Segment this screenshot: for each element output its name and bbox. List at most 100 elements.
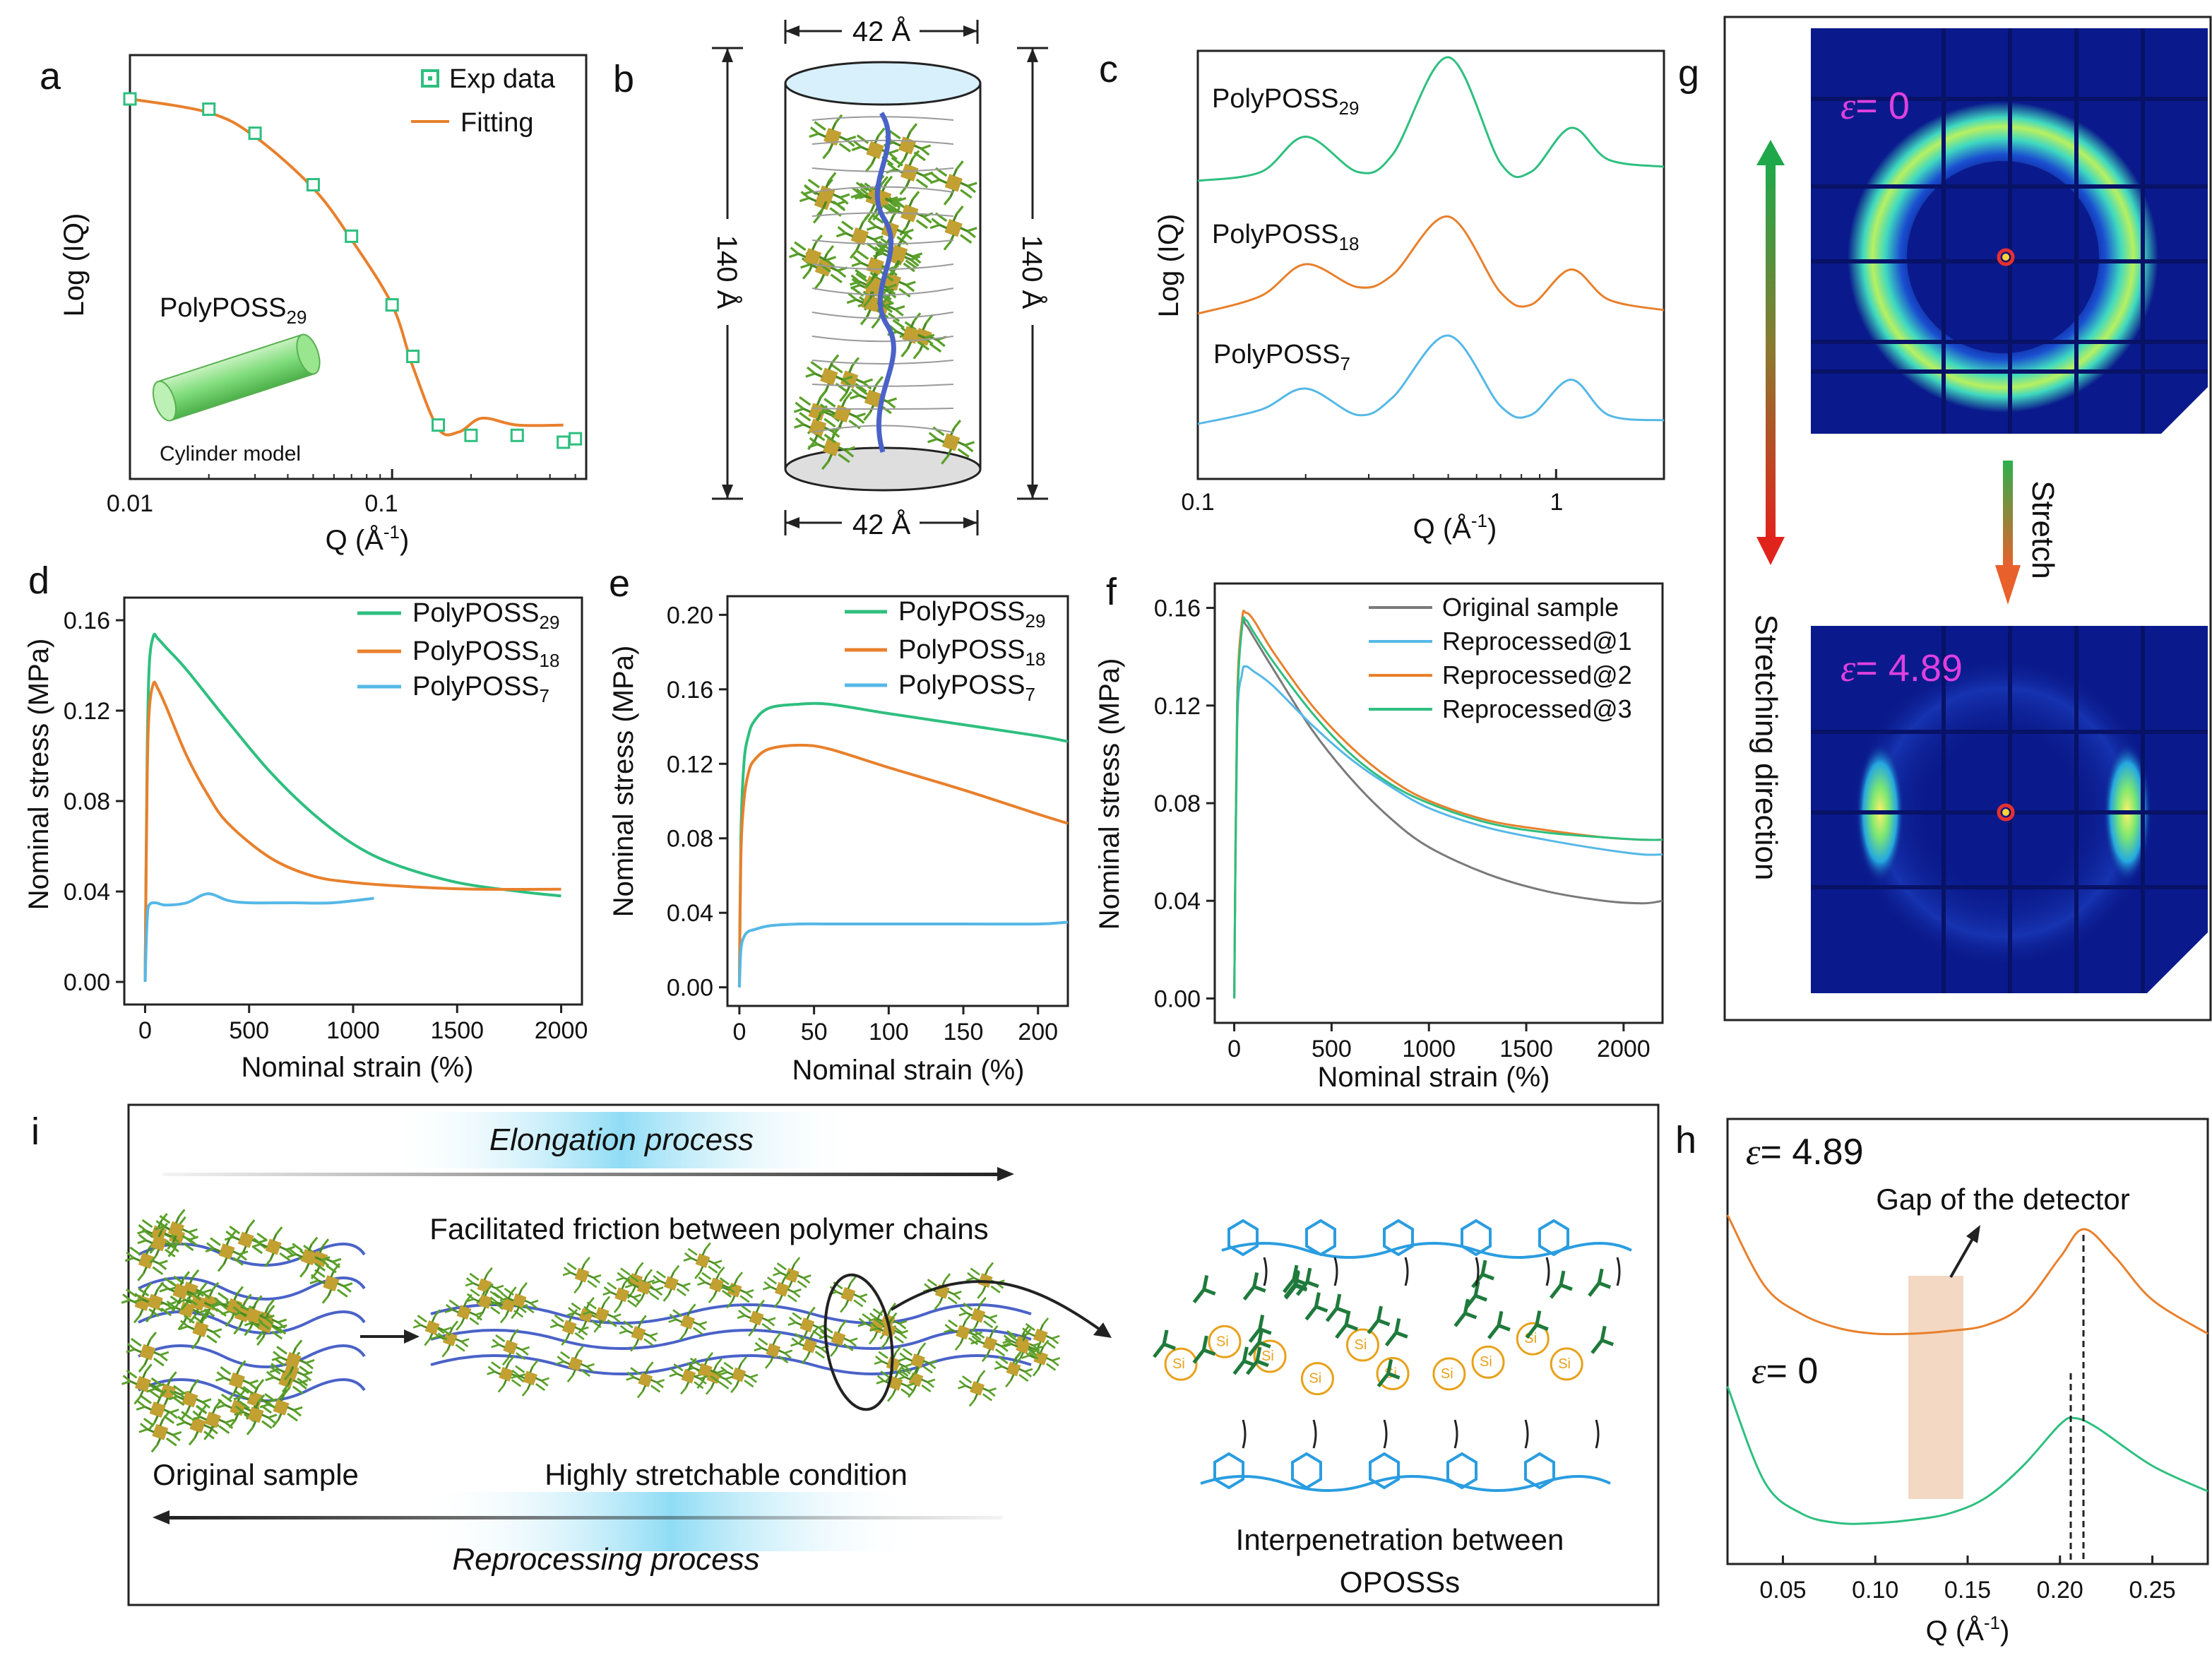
- x-tick-label: 500: [229, 1017, 269, 1044]
- thioether-linker: [1312, 1419, 1317, 1449]
- alkyl-branch: [1384, 1317, 1408, 1347]
- panel-letter-f: f: [1106, 571, 1117, 613]
- reprocessing-arrow: [170, 1516, 1003, 1519]
- alkyl-branch: [1487, 1310, 1511, 1339]
- alkyl-branch: [1590, 1325, 1615, 1354]
- y-tick-label: 0.20: [667, 602, 713, 629]
- detector-gap-box: [1908, 1276, 1963, 1499]
- plot-frame: [726, 595, 1069, 1007]
- alkyl-branch: [1464, 1281, 1488, 1310]
- poss-cube-icon: [555, 1345, 595, 1383]
- poss-cage: [1471, 1345, 1505, 1379]
- alkyl-branch: [1376, 1359, 1401, 1388]
- si-o-cage-label: Si: [1261, 1349, 1274, 1364]
- poss-cube-icon: [138, 1411, 183, 1453]
- x-tick-label: 1000: [1402, 1036, 1456, 1062]
- saxs-pattern-stretched: [1811, 626, 2208, 993]
- poss-cube-icon: [125, 1331, 170, 1373]
- epsilon-label-0: ε= 0: [1752, 1351, 1818, 1392]
- stress-curve: [1233, 616, 1663, 999]
- poss-cube-icon: [929, 160, 978, 206]
- panel-h: 0.05 0.10 0.15 0.20 0.25 ε= 4.89 ε= 0 Gap of…: [1726, 1118, 2209, 1647]
- side-chain: [811, 360, 954, 365]
- stress-curve: [143, 680, 561, 983]
- poss-cube-icon: [957, 1369, 997, 1407]
- panel-letter-i: i: [31, 1110, 40, 1153]
- si-o-cage-label: Si: [1354, 1337, 1367, 1353]
- si-o-cage-label: Si: [1216, 1334, 1229, 1349]
- poss-cube-icon: [828, 1275, 869, 1313]
- y-tick-label: 0.04: [1154, 888, 1201, 915]
- interpenetration-label-2: OPOSSs: [1340, 1565, 1460, 1599]
- side-chain: [811, 336, 954, 343]
- cylinder-model-image: [152, 333, 321, 422]
- exp-data-marker: [569, 432, 583, 446]
- x-axis-label: Q (Å-1): [1926, 1612, 2010, 1647]
- epsilon-label-489: ε= 4.89: [1841, 647, 1963, 689]
- legend-marker-exp-dot: [428, 76, 432, 81]
- side-chain: [811, 384, 954, 387]
- x-tick-label: 0.1: [364, 490, 398, 517]
- panel-a: 0.01 0.1 Q (Å-1) Log (IQ) Exp data Fitti…: [59, 54, 588, 556]
- panel-i-frame: [127, 1103, 1660, 1606]
- poss-cage: [1345, 1328, 1379, 1362]
- thioether-linker: [1453, 1419, 1458, 1449]
- y-tick-label: 0.00: [64, 969, 110, 996]
- panel-c: 0.1 1 Q (Å-1) Log (IQ) PolyPOSS29 PolyPO…: [1153, 49, 1665, 545]
- maleimide-ring-bottom: [1369, 1452, 1400, 1490]
- original-sample-label: Original sample: [153, 1458, 359, 1491]
- alkyl-branch: [1304, 1292, 1328, 1321]
- panel-letter-d: d: [28, 559, 49, 602]
- panel-letter-h: h: [1675, 1119, 1696, 1161]
- x-tick-label: 1500: [430, 1017, 484, 1044]
- stretch-label: Stretch: [2026, 480, 2060, 579]
- series-group: [143, 632, 561, 983]
- stress-curve: [737, 701, 1069, 988]
- series-group: [1233, 609, 1663, 999]
- y-tick-label: 0.08: [667, 826, 713, 853]
- series-group: [737, 701, 1069, 988]
- alkyl-branch: [1550, 1270, 1573, 1299]
- polymer-chain: [430, 1303, 1032, 1325]
- series-group: [1726, 1214, 2208, 1525]
- thioether-linker: [1545, 1257, 1550, 1286]
- saxs-profile: [1726, 1214, 2208, 1336]
- y-tick-label: 0.16: [667, 677, 713, 704]
- x-tick-label: 2000: [535, 1017, 588, 1044]
- x-tick-label: 2000: [1597, 1036, 1651, 1062]
- thioether-linker: [1595, 1419, 1600, 1449]
- x-tick-label: 0.15: [1944, 1577, 1991, 1604]
- panel-letter-c: c: [1099, 48, 1118, 90]
- saxs-profile: [1726, 1385, 2208, 1525]
- x-tick-label: 0: [138, 1017, 152, 1044]
- x-axis-label: Nominal strain (%): [792, 1055, 1025, 1086]
- exp-data-marker: [248, 126, 262, 141]
- stretched-sample-image: [412, 1242, 1062, 1407]
- saxs-pattern-unstretched: [1811, 28, 2208, 434]
- y-axis-label: Log (IQ): [59, 213, 90, 317]
- exp-data-marker: [202, 102, 216, 117]
- panel-i: Elongation process Facilitated friction …: [120, 1103, 1660, 1606]
- poss-cube-icon: [929, 205, 978, 251]
- dim-label-top: 42 Å: [852, 16, 911, 47]
- alkyl-branch: [1242, 1272, 1266, 1301]
- friction-label: Facilitated friction between polymer cha…: [429, 1212, 988, 1245]
- alkyl-branch: [1247, 1327, 1271, 1356]
- x-tick-label: 150: [944, 1019, 984, 1045]
- axes: 0 500 1000 1500 2000 0.00 0.04 0.08 0.12 0.16: [1154, 596, 1651, 1062]
- poss-cube-icon: [258, 1386, 304, 1428]
- legend-label-fit: Fitting: [460, 108, 533, 138]
- exp-data-marker: [385, 298, 399, 312]
- exp-data-marker: [123, 92, 137, 106]
- exp-data-marker: [306, 178, 320, 191]
- si-o-cage-label: Si: [1172, 1356, 1185, 1372]
- thioether-linker: [1616, 1257, 1621, 1286]
- y-axis-label: Log (IQ): [1153, 214, 1184, 318]
- maleimide-ring-bottom: [1446, 1452, 1477, 1490]
- panel-e: 0 50 100 150 200 0.00 0.04 0.08 0.12 0.16 0.20 Nom…: [608, 595, 1069, 1086]
- panel-letter-g: g: [1678, 52, 1699, 95]
- epsilon-label-489: ε= 4.89: [1746, 1132, 1864, 1173]
- maleimide-ring-top: [1227, 1219, 1259, 1257]
- legend-label: PolyPOSS7: [898, 670, 1035, 705]
